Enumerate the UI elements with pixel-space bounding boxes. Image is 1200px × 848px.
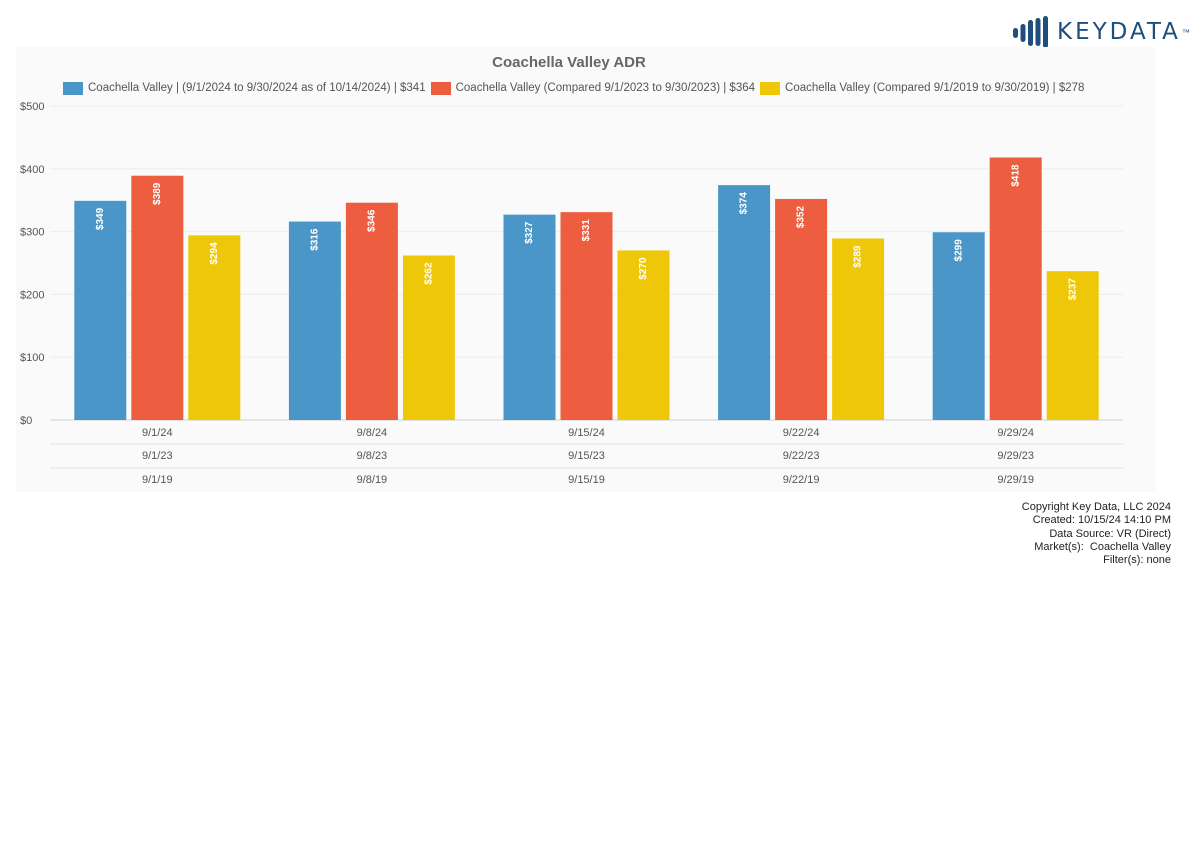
- data-label: $349: [95, 207, 106, 230]
- filters-text: Filter(s): none: [1103, 554, 1171, 567]
- legend-label-2019: Coachella Valley (Compared 9/1/2019 to 9…: [785, 82, 1085, 94]
- bar: [560, 212, 613, 420]
- keydata-logo: KEYDATA ™: [1013, 16, 1190, 48]
- y-tick-label: $100: [20, 352, 44, 364]
- y-tick-label: $300: [20, 227, 44, 239]
- chart-title: Coachella Valley ADR: [492, 54, 646, 71]
- x-tick-label: 9/8/24: [357, 427, 388, 439]
- bar: [503, 214, 556, 420]
- x-tick-label: 9/29/23: [997, 450, 1034, 462]
- bar: [188, 235, 241, 420]
- data-label: $237: [1067, 278, 1078, 301]
- bar: [832, 238, 885, 420]
- data-label: $294: [209, 242, 220, 265]
- data-label: $316: [310, 228, 321, 251]
- y-tick-label: $0: [20, 415, 32, 427]
- x-tick-label: 9/15/19: [568, 474, 605, 486]
- legend-label-2024: Coachella Valley | (9/1/2024 to 9/30/202…: [88, 82, 426, 94]
- data-source-text: Data Source: VR (Direct): [1049, 527, 1171, 540]
- bar: [1046, 271, 1099, 420]
- legend-item-2024[interactable]: Coachella Valley | (9/1/2024 to 9/30/202…: [63, 81, 426, 95]
- x-tick-label: 9/29/19: [997, 474, 1034, 486]
- x-tick-label: 9/22/23: [783, 450, 820, 462]
- bar: [131, 175, 184, 420]
- x-tick-label: 9/1/23: [142, 450, 173, 462]
- y-tick-label: $400: [20, 164, 44, 176]
- brand-name: KEYDATA: [1057, 19, 1181, 45]
- bar: [345, 202, 398, 420]
- data-label: $262: [424, 262, 435, 285]
- markets-text: Market(s): Coachella Valley: [1034, 540, 1171, 553]
- created-timestamp: Created: 10/15/24 14:10 PM: [1032, 514, 1171, 527]
- copyright-text: Copyright Key Data, LLC 2024: [1021, 501, 1171, 513]
- x-tick-label: 9/29/24: [997, 427, 1034, 439]
- chart-legend: Coachella Valley | (9/1/2024 to 9/30/202…: [63, 80, 1089, 96]
- bar: [932, 232, 985, 420]
- x-tick-label: 9/22/19: [783, 474, 820, 486]
- legend-label-2023: Coachella Valley (Compared 9/1/2023 to 9…: [455, 82, 756, 94]
- y-tick-label: $200: [20, 289, 44, 301]
- legend-item-2023[interactable]: Coachella Valley (Compared 9/1/2023 to 9…: [430, 81, 756, 95]
- legend-swatch-2024: [63, 81, 83, 95]
- data-label: $270: [638, 257, 649, 280]
- bar: [989, 157, 1042, 420]
- y-tick-label: $500: [20, 101, 44, 113]
- x-tick-label: 9/1/19: [142, 474, 173, 486]
- bar: [402, 255, 455, 420]
- bar: [617, 250, 670, 420]
- data-label: $418: [1010, 164, 1021, 187]
- x-tick-label: 9/8/23: [357, 450, 388, 462]
- data-label: $346: [367, 209, 378, 232]
- x-tick-label: 9/15/24: [568, 427, 605, 439]
- data-label: $374: [739, 192, 750, 215]
- legend-swatch-2023: [430, 81, 451, 95]
- bar-chart-logo-icon: [1013, 16, 1048, 48]
- legend-swatch-2019: [760, 81, 781, 95]
- data-label: $289: [853, 245, 864, 268]
- report-footer: Copyright Key Data, LLC 2024 Created: 10…: [1022, 501, 1171, 567]
- data-label: $389: [152, 182, 163, 205]
- data-label: $352: [796, 206, 807, 229]
- x-tick-label: 9/15/23: [568, 450, 605, 462]
- x-tick-label: 9/22/24: [783, 427, 820, 439]
- legend-item-2019[interactable]: Coachella Valley (Compared 9/1/2019 to 9…: [760, 81, 1085, 95]
- data-label: $327: [524, 221, 535, 244]
- bar-chart: $0 $100 $200 $300 $400 $500 9/1/24 9/1/23 9/1/19…: [20, 101, 1123, 486]
- x-tick-label: 9/8/19: [357, 474, 388, 486]
- data-label: $299: [953, 239, 964, 262]
- bar: [718, 185, 771, 420]
- brand-trademark: ™: [1181, 27, 1190, 37]
- bar: [775, 198, 828, 420]
- bar: [74, 200, 127, 420]
- bar: [288, 221, 341, 420]
- x-tick-label: 9/1/24: [142, 427, 173, 439]
- data-label: $331: [581, 219, 592, 242]
